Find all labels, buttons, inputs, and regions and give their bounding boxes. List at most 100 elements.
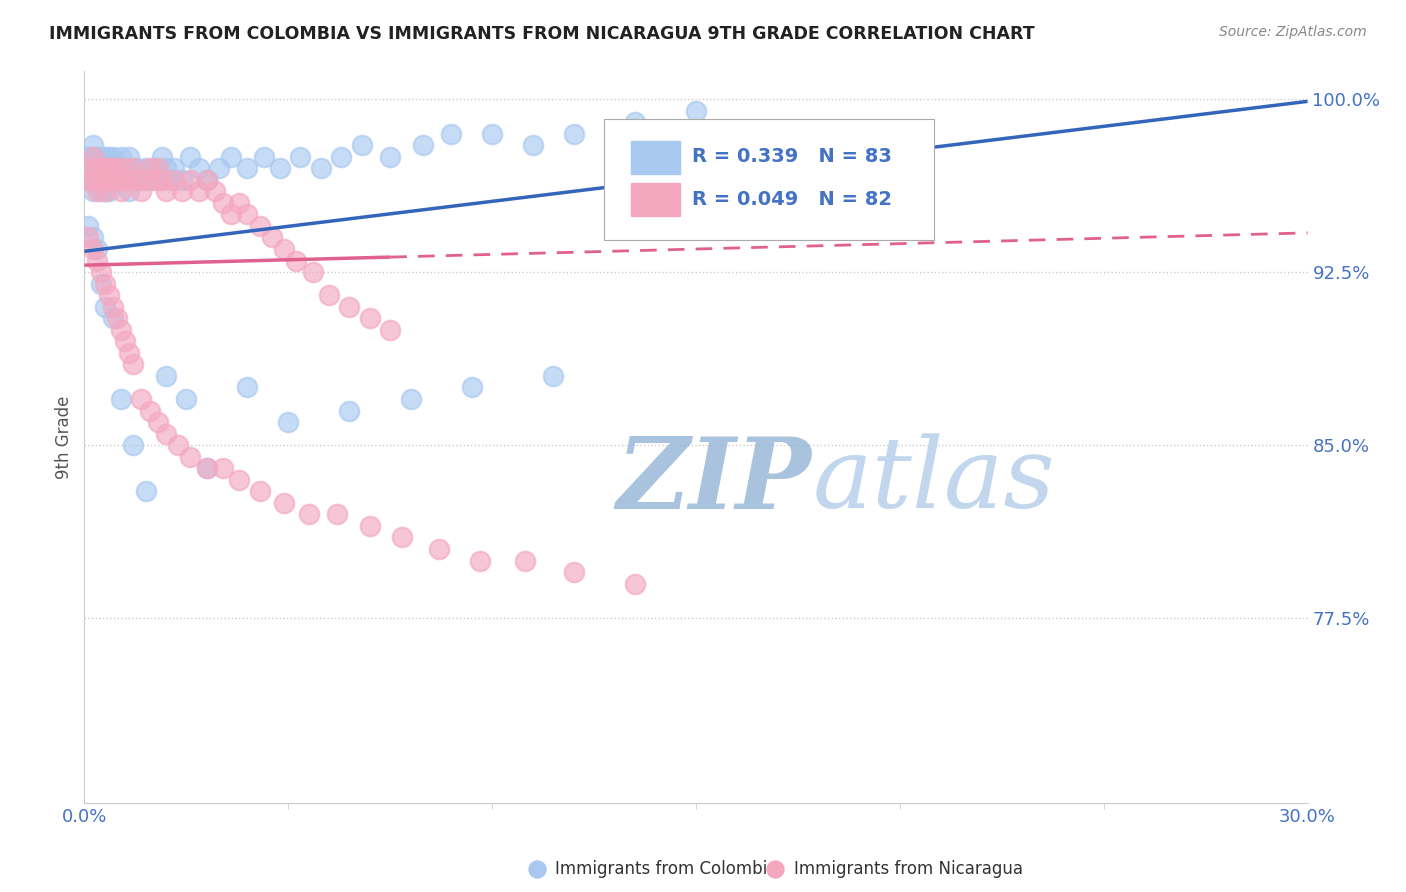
- Point: [114, 334, 136, 349]
- Point: [118, 173, 141, 187]
- Point: [82, 161, 104, 176]
- FancyBboxPatch shape: [605, 119, 935, 240]
- Point: [685, 103, 707, 118]
- Point: [135, 173, 157, 187]
- FancyBboxPatch shape: [631, 183, 681, 216]
- Point: [253, 150, 276, 164]
- Point: [122, 438, 145, 452]
- Point: [77, 161, 100, 176]
- Point: [399, 392, 422, 406]
- Point: [228, 195, 250, 210]
- Point: [624, 115, 647, 129]
- Point: [90, 277, 112, 291]
- Point: [249, 219, 271, 233]
- Point: [101, 161, 124, 176]
- Point: [260, 230, 283, 244]
- Point: [82, 150, 104, 164]
- Point: [101, 173, 124, 187]
- Point: [86, 161, 108, 176]
- Point: [86, 161, 108, 176]
- Point: [163, 161, 186, 176]
- Text: R = 0.339   N = 83: R = 0.339 N = 83: [692, 147, 893, 167]
- Point: [86, 253, 108, 268]
- Point: [90, 265, 112, 279]
- Point: [90, 185, 112, 199]
- Point: [97, 150, 120, 164]
- Point: [110, 185, 132, 199]
- Point: [391, 531, 413, 545]
- Point: [135, 161, 157, 176]
- Point: [195, 173, 218, 187]
- Point: [155, 368, 177, 383]
- Point: [359, 311, 381, 326]
- Point: [380, 150, 402, 164]
- Point: [93, 300, 115, 314]
- Point: [309, 161, 332, 176]
- Point: [122, 358, 145, 372]
- Point: [146, 415, 169, 429]
- Point: [86, 242, 108, 256]
- Point: [179, 173, 201, 187]
- Point: [624, 576, 647, 591]
- Point: [122, 161, 145, 176]
- Point: [155, 161, 177, 176]
- Point: [350, 138, 373, 153]
- Point: [82, 138, 104, 153]
- Point: [97, 173, 120, 187]
- Point: [163, 173, 186, 187]
- Point: [543, 368, 565, 383]
- Point: [122, 173, 145, 187]
- Point: [228, 473, 250, 487]
- Point: [97, 161, 120, 176]
- Point: [195, 461, 218, 475]
- Text: Immigrants from Colombia: Immigrants from Colombia: [555, 860, 778, 878]
- Point: [90, 161, 112, 176]
- Point: [249, 484, 271, 499]
- Point: [236, 380, 259, 394]
- Point: [131, 185, 153, 199]
- Point: [277, 415, 299, 429]
- Point: [110, 392, 132, 406]
- Point: [101, 311, 124, 326]
- Text: Immigrants from Nicaragua: Immigrants from Nicaragua: [794, 860, 1022, 878]
- Point: [269, 161, 291, 176]
- Y-axis label: 9th Grade: 9th Grade: [55, 395, 73, 479]
- Point: [97, 173, 120, 187]
- Point: [93, 277, 115, 291]
- Point: [208, 161, 231, 176]
- Point: [159, 173, 181, 187]
- Point: [86, 150, 108, 164]
- Point: [285, 253, 308, 268]
- Point: [330, 150, 353, 164]
- Point: [273, 496, 295, 510]
- Point: [236, 161, 259, 176]
- Point: [174, 392, 197, 406]
- Point: [236, 207, 259, 221]
- Point: [77, 150, 100, 164]
- Point: [155, 185, 177, 199]
- Point: [77, 173, 100, 187]
- Point: [82, 150, 104, 164]
- Point: [93, 161, 115, 176]
- Point: [118, 185, 141, 199]
- Point: [204, 185, 226, 199]
- Point: [150, 150, 173, 164]
- Point: [114, 161, 136, 176]
- Point: [172, 185, 194, 199]
- Point: [138, 161, 160, 176]
- Point: [110, 150, 132, 164]
- Point: [86, 161, 108, 176]
- Point: [93, 150, 115, 164]
- Point: [562, 565, 585, 579]
- Point: [339, 300, 361, 314]
- Point: [101, 300, 124, 314]
- Point: [90, 161, 112, 176]
- Point: [97, 288, 120, 302]
- Point: [167, 438, 190, 452]
- Point: [326, 508, 349, 522]
- Point: [101, 150, 124, 164]
- Point: [380, 323, 402, 337]
- Point: [219, 207, 242, 221]
- Point: [97, 185, 120, 199]
- FancyBboxPatch shape: [631, 141, 681, 174]
